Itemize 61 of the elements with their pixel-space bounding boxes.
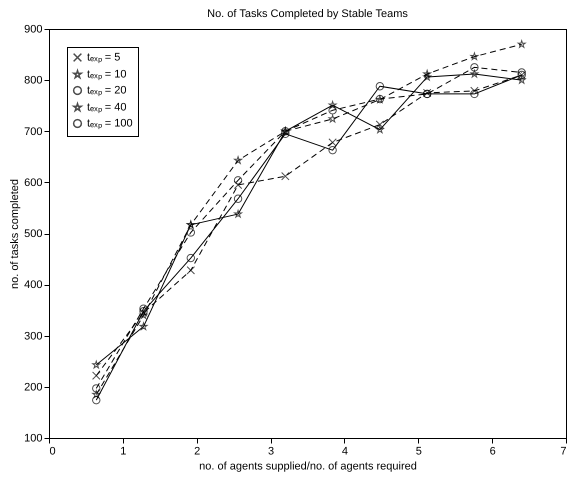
x-tick-label: 5 [416, 446, 422, 458]
point [92, 390, 100, 398]
point [470, 52, 478, 60]
legend-label: tₑₓₚ = 40 [87, 102, 127, 114]
y-tick-label: 900 [24, 24, 42, 36]
point [423, 72, 432, 81]
point [281, 130, 290, 138]
x-tick-label: 6 [490, 446, 496, 458]
point [281, 172, 290, 180]
point [518, 76, 526, 84]
y-tick-label: 100 [24, 432, 42, 444]
point [234, 210, 242, 218]
point [139, 304, 148, 313]
point [470, 63, 479, 72]
x-tick-label: 2 [194, 446, 200, 458]
point [92, 396, 100, 404]
point [423, 70, 432, 78]
point [376, 82, 384, 90]
point [234, 156, 242, 164]
x-tick-label: 1 [120, 446, 126, 458]
y-tick-label: 500 [24, 228, 42, 240]
x-tick-label: 7 [560, 446, 566, 458]
legend-label: tₑₓₚ = 100 [87, 118, 133, 130]
legend-label: tₑₓₚ = 10 [87, 68, 127, 80]
point [92, 384, 100, 393]
point [376, 120, 384, 129]
point [234, 176, 242, 185]
point [470, 70, 478, 78]
point [376, 126, 384, 134]
y-tick-label: 200 [24, 381, 42, 394]
x-tick-label: 3 [268, 446, 274, 458]
chart-title: No. of Tasks Completed by Stable Teams [207, 8, 408, 20]
point [140, 311, 148, 319]
y-axis-title: no. of tasks completed [9, 178, 22, 290]
y-tick-label: 300 [24, 330, 42, 342]
point [470, 86, 479, 96]
point [92, 360, 100, 368]
y-tick-label: 400 [24, 279, 42, 292]
y-tick-label: 600 [24, 176, 42, 189]
point [518, 40, 526, 48]
point [186, 228, 196, 237]
point [328, 100, 337, 109]
point [234, 194, 242, 203]
legend-label: tₑₓₚ = 20 [87, 84, 127, 96]
y-tick-label: 800 [24, 74, 42, 87]
point [186, 266, 196, 275]
y-tick-label: 700 [24, 126, 42, 138]
point [328, 146, 337, 154]
point [517, 68, 526, 77]
point [328, 138, 337, 147]
point [92, 371, 100, 380]
point [328, 106, 337, 114]
legend-label: tₑₓₚ = 5 [87, 52, 120, 64]
point [186, 254, 196, 262]
point [470, 90, 479, 98]
x-axis-title: no. of agents supplied/no. of agents required [199, 460, 417, 472]
x-tick-label: 0 [50, 446, 56, 458]
point [234, 180, 242, 190]
point [140, 322, 148, 330]
point [328, 114, 337, 122]
x-tick-label: 4 [342, 446, 348, 458]
